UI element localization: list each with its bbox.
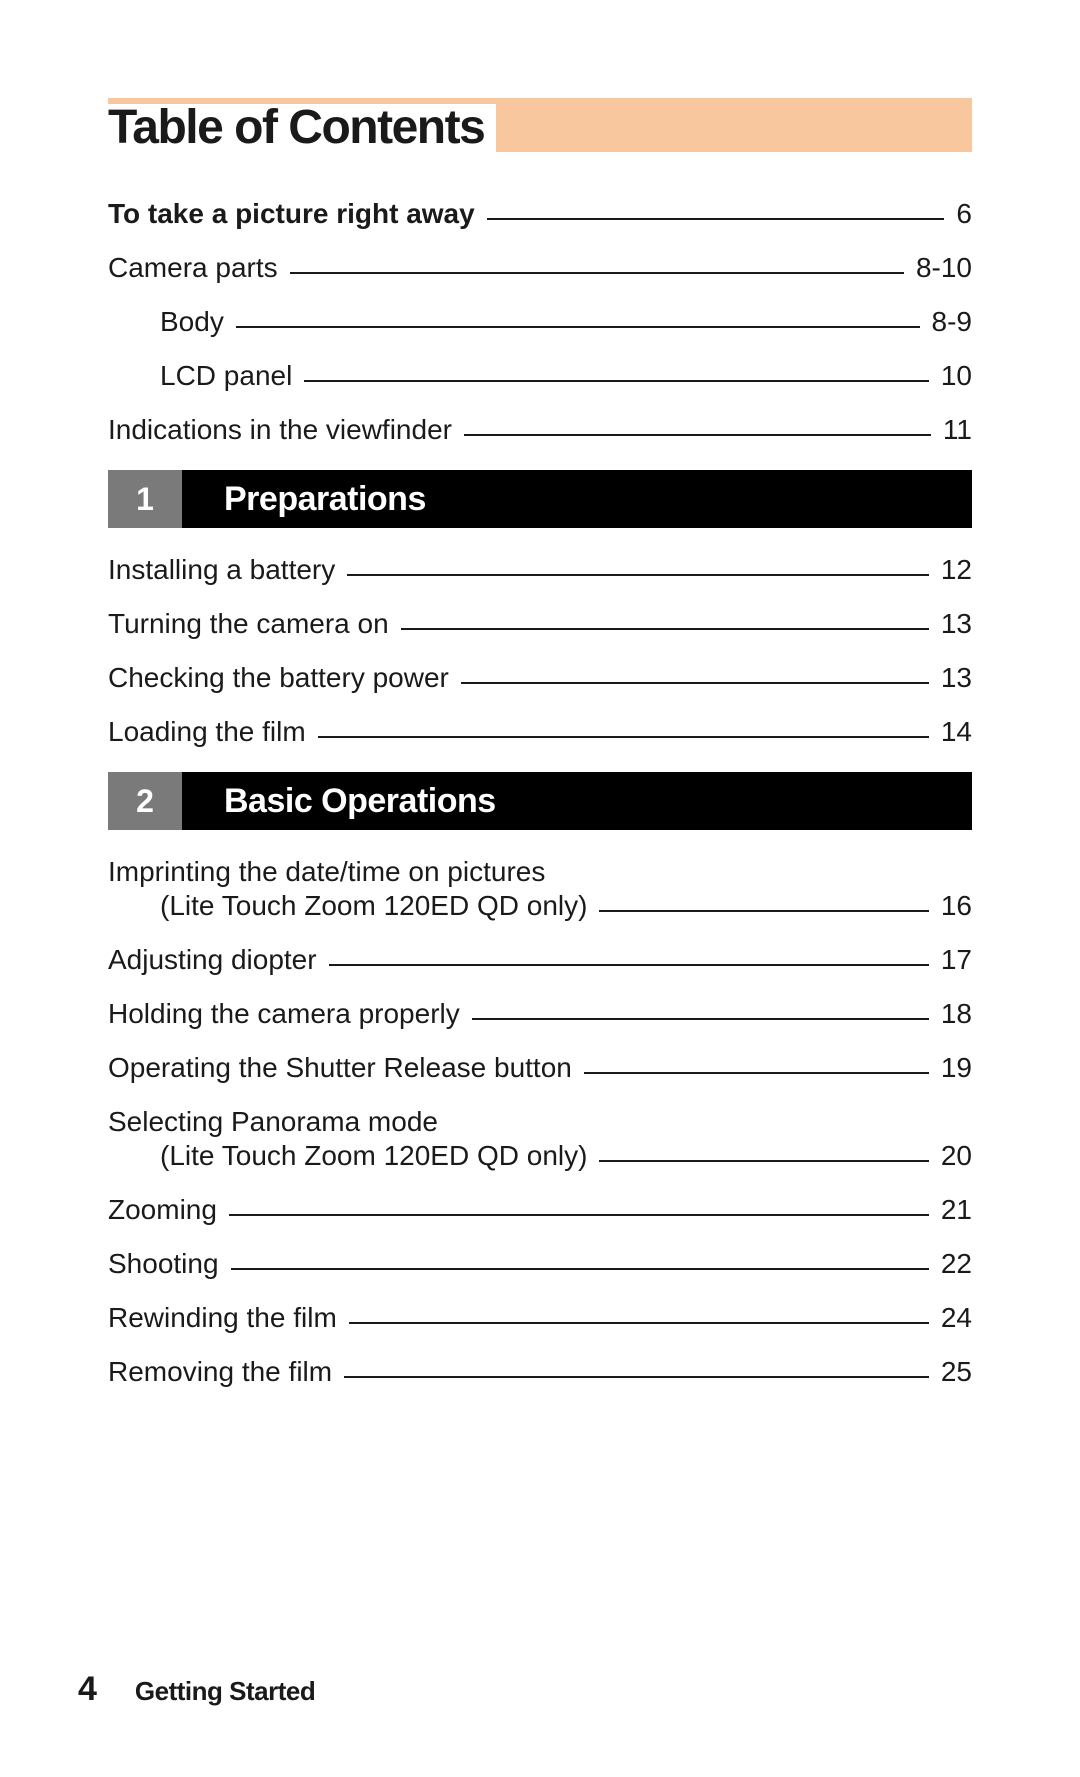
- toc-entry: Shooting 22: [108, 1250, 972, 1278]
- toc-label: Loading the film: [108, 718, 312, 746]
- toc-label: Indications in the viewfinder: [108, 416, 458, 444]
- section-header: 2 Basic Operations: [108, 772, 972, 830]
- toc-page: 12: [935, 556, 972, 584]
- toc-page: 6: [950, 200, 972, 228]
- leader-line: [329, 964, 929, 966]
- toc-label: Imprinting the date/time on pictures: [108, 856, 551, 887]
- toc-entry: Imprinting the date/time on pictures (Li…: [108, 858, 972, 920]
- toc-page: 14: [935, 718, 972, 746]
- section-name: Preparations: [182, 470, 972, 528]
- toc-page: 11: [937, 416, 972, 444]
- toc-page: 20: [935, 1142, 972, 1170]
- page-title: Table of Contents: [108, 104, 496, 152]
- toc-label: LCD panel: [160, 362, 298, 390]
- toc-entry: Camera parts 8-10: [108, 254, 972, 282]
- toc-label: Camera parts: [108, 254, 284, 282]
- toc-page: 10: [935, 362, 972, 390]
- toc-entry: Body 8-9: [108, 308, 972, 336]
- leader-line: [401, 628, 929, 630]
- toc-entry: Operating the Shutter Release button 19: [108, 1054, 972, 1082]
- toc-page: 13: [935, 664, 972, 692]
- leader-line: [349, 1322, 929, 1324]
- toc-entry: Loading the film 14: [108, 718, 972, 746]
- footer-page-number: 4: [78, 1670, 97, 1709]
- toc-sublabel: (Lite Touch Zoom 120ED QD only): [160, 1142, 593, 1170]
- toc-page: 18: [935, 1000, 972, 1028]
- toc-page: 25: [935, 1358, 972, 1386]
- leader-line: [236, 326, 920, 328]
- toc-entry: Rewinding the film 24: [108, 1304, 972, 1332]
- toc-page: 13: [935, 610, 972, 638]
- leader-line: [487, 218, 945, 220]
- toc-label: Rewinding the film: [108, 1304, 343, 1332]
- toc-label: Installing a battery: [108, 556, 341, 584]
- toc-entry: Zooming 21: [108, 1196, 972, 1224]
- toc-entry: Adjusting diopter 17: [108, 946, 972, 974]
- toc-label: Checking the battery power: [108, 664, 455, 692]
- leader-line: [599, 1160, 928, 1162]
- section-header: 1 Preparations: [108, 470, 972, 528]
- toc-label: Holding the camera properly: [108, 1000, 466, 1028]
- section-number: 2: [108, 772, 182, 830]
- footer-text: Getting Started: [135, 1676, 315, 1707]
- toc-entry: Indications in the viewfinder 11: [108, 416, 972, 444]
- leader-line: [599, 910, 928, 912]
- toc-entry: Holding the camera properly 18: [108, 1000, 972, 1028]
- toc-entry: Installing a battery 12: [108, 556, 972, 584]
- toc-page: 8-10: [910, 254, 972, 282]
- section-name: Basic Operations: [182, 772, 972, 830]
- toc-page: 17: [935, 946, 972, 974]
- toc-page: 19: [935, 1054, 972, 1082]
- toc-entry: LCD panel 10: [108, 362, 972, 390]
- toc-page: 24: [935, 1304, 972, 1332]
- page-footer: 4 Getting Started: [78, 1670, 315, 1709]
- leader-line: [347, 574, 929, 576]
- toc-entry: Selecting Panorama mode (Lite Touch Zoom…: [108, 1108, 972, 1170]
- leader-line: [231, 1268, 929, 1270]
- toc-page: 8-9: [926, 308, 972, 336]
- title-bar: Table of Contents: [108, 98, 972, 152]
- toc-label: Zooming: [108, 1196, 223, 1224]
- toc-entry: To take a picture right away 6: [108, 200, 972, 228]
- toc-page: 16: [935, 892, 972, 920]
- leader-line: [318, 736, 929, 738]
- toc-entry: Turning the camera on 13: [108, 610, 972, 638]
- leader-line: [229, 1214, 929, 1216]
- leader-line: [464, 434, 931, 436]
- toc-entry: Checking the battery power 13: [108, 664, 972, 692]
- leader-line: [584, 1072, 929, 1074]
- toc-sublabel: (Lite Touch Zoom 120ED QD only): [160, 892, 593, 920]
- toc-entry: Removing the film 25: [108, 1358, 972, 1386]
- leader-line: [344, 1376, 929, 1378]
- toc-label: Turning the camera on: [108, 610, 395, 638]
- toc-label: To take a picture right away: [108, 200, 481, 228]
- toc-page: 21: [935, 1196, 972, 1224]
- leader-line: [290, 272, 904, 274]
- toc-label: Selecting Panorama mode: [108, 1106, 444, 1137]
- leader-line: [472, 1018, 929, 1020]
- leader-line: [304, 380, 929, 382]
- leader-line: [461, 682, 929, 684]
- toc-page: 22: [935, 1250, 972, 1278]
- section-number: 1: [108, 470, 182, 528]
- toc-label: Adjusting diopter: [108, 946, 323, 974]
- toc-label: Operating the Shutter Release button: [108, 1054, 578, 1082]
- toc-label: Shooting: [108, 1250, 225, 1278]
- toc-label: Removing the film: [108, 1358, 338, 1386]
- toc-label: Body: [160, 308, 230, 336]
